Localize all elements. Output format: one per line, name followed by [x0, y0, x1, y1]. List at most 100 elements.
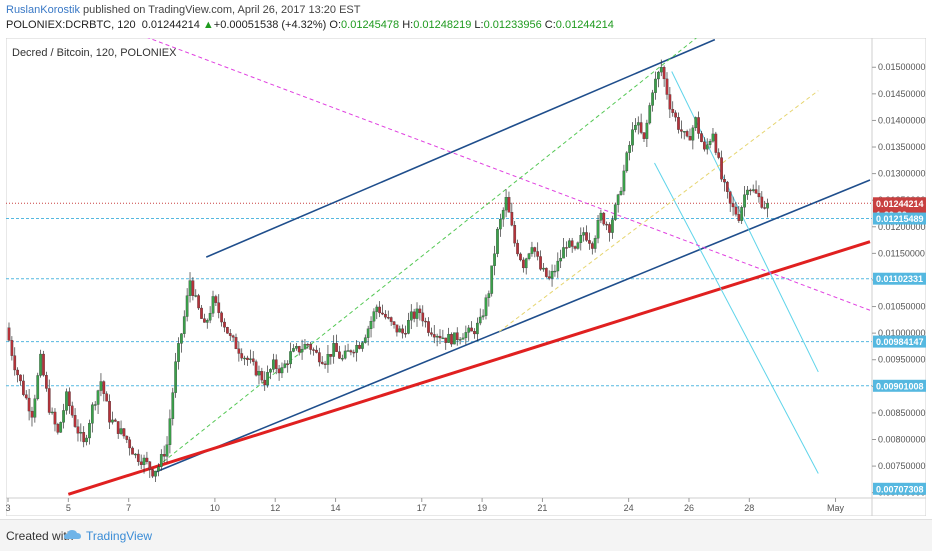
candle-body	[743, 194, 746, 208]
candle-body	[96, 390, 100, 405]
candle-body	[476, 322, 479, 335]
time-axis[interactable]: 3 5 7 10 12 14 17 19 21 24 26 28 May	[5, 498, 845, 513]
candle-body	[470, 327, 473, 332]
candles	[7, 59, 769, 483]
candle-body	[542, 267, 545, 270]
candle-body	[375, 306, 379, 312]
candle-body	[340, 358, 344, 360]
chart-frame[interactable]: 0.01500000 0.01450000 0.01400000 0.01350000…	[5, 36, 927, 517]
candle-body	[254, 361, 258, 376]
candle-body	[728, 191, 732, 204]
candle-body	[162, 454, 166, 457]
candle-body	[102, 381, 106, 394]
candle-body	[70, 405, 74, 416]
candle-body	[519, 253, 522, 261]
y-tick-label: 0.01400000	[878, 115, 926, 125]
candle-body	[145, 457, 149, 462]
low-label: L:	[474, 19, 484, 31]
candle-body	[628, 144, 631, 153]
candle-body	[62, 410, 65, 423]
candle-body	[435, 335, 439, 338]
fib-green-line	[162, 36, 698, 463]
candle-body	[271, 359, 275, 370]
candle-body	[662, 67, 666, 80]
candle-body	[450, 333, 453, 345]
candle-body	[507, 197, 511, 213]
candle-body	[53, 411, 57, 425]
price-axis[interactable]: 0.01500000 0.01450000 0.01400000 0.01350000…	[872, 62, 926, 498]
grid	[6, 38, 926, 516]
candle-body	[484, 297, 488, 316]
candle-body	[246, 357, 249, 360]
candle-body	[280, 367, 284, 374]
candle-body	[481, 315, 485, 318]
candle-body	[249, 358, 252, 360]
candle-body	[99, 381, 103, 391]
price-label-box	[873, 379, 926, 392]
upper-channel-line	[205, 38, 716, 258]
candle-body	[467, 327, 471, 333]
open-label: O:	[329, 19, 342, 31]
candle-body	[567, 240, 571, 248]
candle-body	[395, 324, 399, 333]
candle-body	[588, 240, 591, 244]
candle-body	[631, 129, 634, 146]
candle-body	[174, 361, 178, 393]
candle-body	[751, 189, 755, 191]
candle-body	[131, 447, 134, 455]
tradingview-cloud-icon	[64, 530, 81, 539]
candle-body	[200, 307, 203, 319]
candle-body	[613, 204, 617, 220]
candle-body	[516, 242, 519, 255]
candle-body	[430, 332, 433, 335]
candle-body	[105, 393, 109, 402]
candle-body	[111, 419, 114, 423]
y-tick-label: 0.00850000	[878, 408, 926, 418]
candle-body	[231, 335, 235, 338]
magenta-line	[145, 36, 871, 311]
candle-body	[384, 313, 387, 318]
candle-body	[260, 371, 264, 381]
open-value: 0.01245478	[341, 19, 400, 31]
candle-body	[688, 135, 692, 141]
tradingview-link[interactable]: TradingView	[86, 529, 153, 543]
candle-body	[42, 353, 45, 376]
candle-body	[116, 421, 120, 434]
candle-body	[358, 345, 361, 349]
price-label: 0.01102331	[876, 274, 923, 284]
last-price: 0.01244214	[141, 19, 200, 31]
candle-body	[269, 369, 272, 373]
candle-body	[283, 363, 287, 368]
candle-body	[88, 423, 91, 439]
candle-body	[335, 343, 338, 352]
candle-body	[553, 270, 557, 273]
candle-body	[671, 109, 675, 113]
cyan-2-line	[654, 162, 819, 474]
price-chart[interactable]: 0.01500000 0.01450000 0.01400000 0.01350000…	[5, 36, 927, 517]
candle-body	[292, 348, 295, 352]
price-label-box	[873, 272, 926, 285]
candle-body	[521, 259, 525, 269]
candle-body	[139, 461, 143, 465]
candle-body	[56, 423, 60, 433]
x-tick-label: 24	[624, 503, 634, 513]
candle-body	[616, 194, 620, 205]
candle-body	[355, 345, 359, 353]
candle-body	[441, 337, 445, 340]
candle-body	[45, 374, 48, 389]
candle-body	[168, 418, 172, 445]
author-link[interactable]: RuslanKorostik	[6, 4, 80, 16]
candle-body	[90, 404, 94, 424]
candle-body	[369, 321, 373, 329]
candle-body	[211, 296, 215, 314]
candle-body	[682, 131, 686, 133]
candle-body	[226, 327, 229, 334]
candle-body	[315, 349, 318, 353]
candle-body	[691, 127, 695, 141]
candle-body	[214, 296, 218, 303]
fib-yellow-line	[499, 90, 819, 332]
candle-body	[447, 333, 450, 343]
candle-body	[556, 260, 560, 272]
candle-body	[234, 337, 238, 349]
candle-body	[674, 112, 677, 118]
